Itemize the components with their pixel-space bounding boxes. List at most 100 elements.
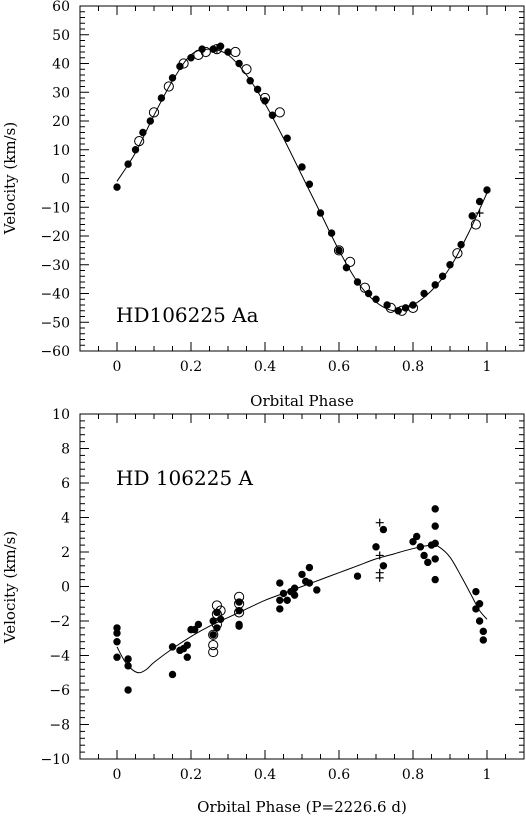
data-point-filled [235,59,243,68]
data-point-filled [475,197,484,206]
data-point-filled [313,586,321,594]
data-point-open [274,107,285,118]
x-tick-label: 0.6 [328,359,350,375]
data-point-filled [305,579,314,587]
bottom-model-curve [116,544,488,674]
top-plot-frame [79,5,525,352]
y-tick-label: 50 [52,28,70,44]
data-point-filled [235,606,243,615]
x-tick-label: 1 [483,359,492,375]
y-tick-label: 8 [61,442,70,458]
data-point-filled [457,240,465,249]
data-point-filled [276,605,284,613]
y-tick-label: 30 [52,85,70,101]
data-point-filled [316,209,325,217]
data-point-filled [431,522,439,530]
x-tick-label: 0.4 [254,767,276,783]
data-point-filled [183,653,192,661]
data-point-plus [375,518,384,527]
top-x-axis-label: Orbital Phase [250,392,354,410]
data-point-filled [283,596,291,604]
y-tick-label: −10 [40,200,70,216]
data-point-open [234,598,245,609]
data-point-filled [168,670,177,679]
data-point-filled [113,653,121,661]
data-point-filled [420,289,428,298]
data-point-filled [424,558,432,567]
data-point-filled [253,85,262,94]
bottom-ticks [79,413,525,760]
data-point-open [407,302,419,313]
y-tick-label: −2 [49,614,70,630]
data-point-filled [235,598,243,606]
data-point-filled [224,48,232,56]
data-point-filled [283,134,291,142]
data-point-filled [420,551,428,560]
data-point-filled [191,625,199,634]
top-tick-labels: 0 0.2 0.4 0.6 0.8 1 −60 −50 −40 −30 −20 −10 0 10 20 30 4… [40,0,491,375]
data-point-open [241,64,252,75]
x-tick-label: 0.4 [254,359,276,375]
data-point-open [134,136,145,147]
y-tick-label: −40 [40,287,70,303]
data-point-open [178,58,189,69]
data-point-plus [375,573,384,582]
data-point-open [211,609,222,620]
data-point-open [208,646,219,658]
data-point-open [230,46,241,58]
data-point-open [215,605,226,616]
y-tick-label: 10 [52,143,70,159]
data-point-open [359,282,370,293]
top-ticks [79,5,525,352]
data-point-filled [124,662,132,670]
bottom-x-axis-label: Orbital Phase (P=2226.6 d) [197,798,407,816]
data-point-filled [209,631,217,639]
data-point-plus [375,551,384,560]
data-point-filled [235,622,243,630]
data-point-filled [113,624,121,632]
data-point-filled [305,180,314,188]
y-tick-label: 40 [52,57,70,73]
data-point-filled [431,539,439,548]
data-point-filled [416,543,425,551]
y-tick-label: −8 [49,718,70,734]
data-point-open [211,600,222,611]
data-point-open [234,607,245,618]
bottom-panel: 0 0.2 0.4 0.6 0.8 1 −10 −8 −6 −4 −2 0 2 4 6 8 10 HD 1062… [1,407,525,816]
data-point-filled [353,278,362,286]
data-point-open [234,591,245,602]
data-point-filled [483,186,491,194]
data-point-filled [479,627,487,636]
data-point-filled [379,562,388,570]
x-tick-label: 0.2 [180,767,202,783]
data-point-open [200,46,211,58]
top-data-points [113,42,491,316]
data-point-filled [290,591,299,599]
data-point-open [452,248,463,259]
y-tick-label: 20 [52,114,70,130]
y-tick-label: −60 [40,344,70,360]
bottom-y-axis-label: Velocity (km/s) [1,531,19,644]
data-point-filled [124,160,132,168]
data-point-open [385,302,396,313]
data-point-filled [431,505,439,513]
data-point-open [208,629,219,640]
data-point-filled [131,146,140,154]
top-y-axis-label: Velocity (km/s) [1,122,19,235]
data-point-filled [124,655,132,663]
data-point-plus [475,209,484,217]
data-point-filled [409,537,417,546]
data-point-open [470,219,481,230]
data-point-filled [261,97,269,105]
data-point-filled [353,572,362,580]
data-point-open [163,81,174,92]
x-tick-label: 0 [113,359,122,375]
y-tick-label: 0 [61,580,70,596]
data-point-filled [431,575,439,584]
data-point-filled [168,643,177,651]
data-point-filled [276,596,284,604]
y-tick-label: 6 [61,476,70,492]
data-point-open [259,92,271,104]
data-point-filled [213,608,221,617]
data-point-filled [335,246,343,255]
